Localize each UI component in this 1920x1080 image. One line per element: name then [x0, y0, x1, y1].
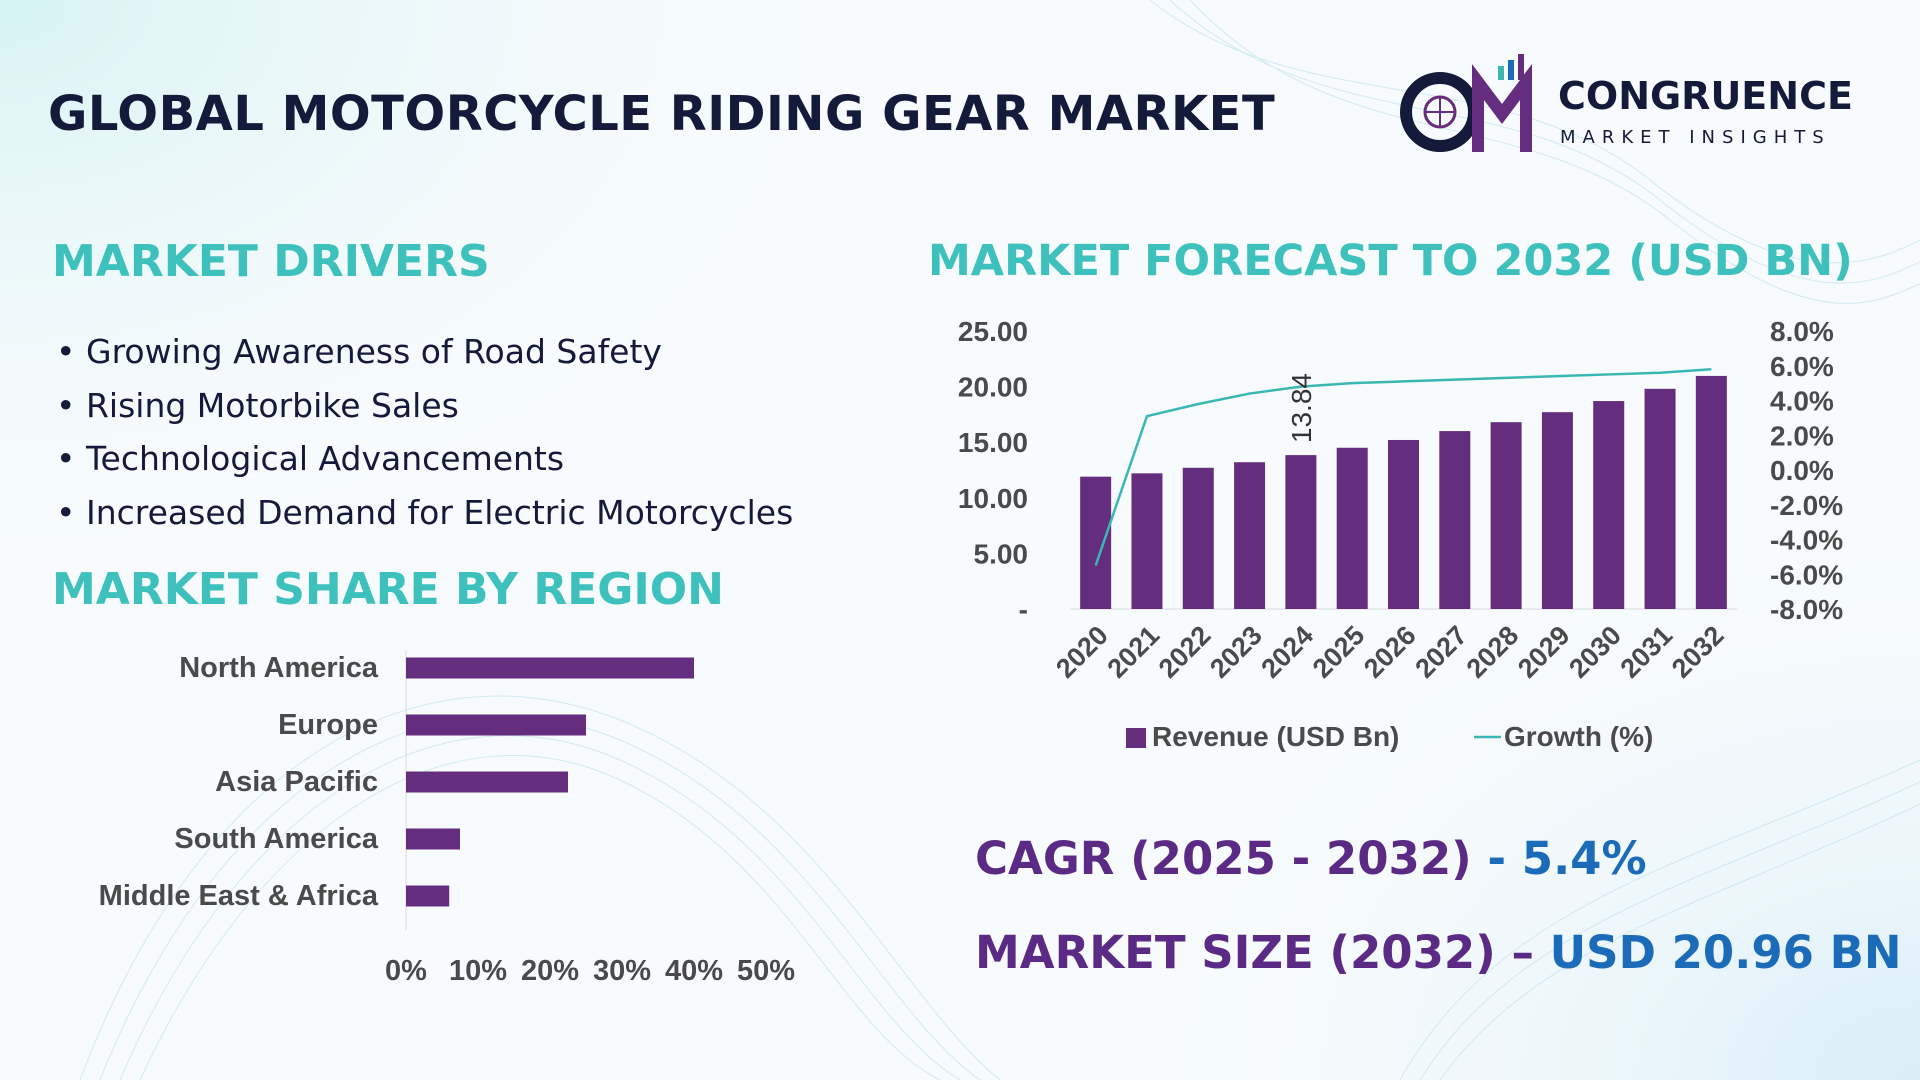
y-tick-label-right: 0.0%: [1770, 455, 1834, 486]
y-tick-label-right: -4.0%: [1770, 525, 1843, 556]
growth-line: [1094, 367, 1712, 566]
list-item: • Technological Advancements: [56, 437, 793, 491]
x-tick-label: 2021: [1102, 620, 1166, 684]
driver-text: Growing Awareness of Road Safety: [86, 332, 662, 371]
list-item: • Increased Demand for Electric Motorcycl…: [56, 491, 793, 545]
bullet-icon: •: [56, 332, 76, 371]
x-tick-label: 20%: [521, 955, 579, 987]
y-tick-label-right: 6.0%: [1770, 351, 1834, 382]
market-size-separator: –: [1495, 926, 1550, 979]
legend-swatch-revenue: [1126, 728, 1146, 748]
region-label: South America: [174, 823, 378, 855]
revenue-bar: [1080, 476, 1112, 609]
logo-initials: CM: [1398, 159, 1400, 161]
x-tick-label: 2030: [1563, 620, 1627, 684]
revenue-bar: [1593, 401, 1625, 609]
revenue-bar: [1644, 388, 1676, 609]
revenue-bar: [1234, 462, 1266, 609]
region-share-chart: North America Europe Asia Pacific South Ame…: [99, 650, 795, 987]
x-tick-label: 40%: [665, 955, 723, 987]
y-tick-label-left: -: [1019, 594, 1028, 625]
x-tick-label: 2032: [1666, 620, 1730, 684]
y-tick-label-right: -6.0%: [1770, 559, 1843, 590]
region-label: Europe: [278, 709, 378, 741]
driver-text: Technological Advancements: [86, 439, 565, 478]
region-bar: [406, 885, 450, 907]
revenue-bar: [1490, 422, 1522, 609]
y-tick-label-right: 2.0%: [1770, 420, 1834, 451]
drivers-list: • Growing Awareness of Road Safety • Risin…: [56, 330, 793, 544]
forecast-chart: - 5.00 10.00 15.00 20.00 25.00 -8.0% -6.0%-4.0%…: [958, 316, 1843, 752]
market-size-label: MARKET SIZE (2032): [975, 926, 1496, 979]
legend-label-growth: Growth (%): [1504, 721, 1653, 752]
market-size-value: USD 20.96 BN: [1549, 926, 1902, 979]
cagr-separator: -: [1471, 832, 1522, 885]
x-tick-label: 2031: [1615, 620, 1679, 684]
y-tick-label-left: 10.00: [958, 483, 1028, 514]
market-size-kpi: MARKET SIZE (2032) – USD 20.96 BN: [975, 926, 1902, 979]
x-tick-label: 2029: [1512, 620, 1576, 684]
region-title: MARKET SHARE BY REGION: [52, 564, 724, 615]
revenue-bar: [1388, 439, 1419, 609]
region-bar: [406, 828, 460, 850]
logo-mark-icon: CM: [1398, 54, 1532, 161]
x-tick-label: 0%: [385, 955, 427, 987]
cagr-value: 5.4%: [1521, 832, 1647, 885]
y-tick-label-left: 15.00: [958, 427, 1028, 458]
x-tick-label: 2023: [1204, 620, 1268, 684]
revenue-bar: [1285, 455, 1317, 609]
list-item: • Rising Motorbike Sales: [56, 384, 793, 438]
revenue-bar: [1336, 447, 1368, 609]
region-bar: [406, 657, 694, 679]
driver-text: Rising Motorbike Sales: [86, 385, 459, 425]
region-label: Middle East & Africa: [99, 880, 379, 912]
y-tick-label-right: 8.0%: [1770, 316, 1834, 347]
x-tick-label: 50%: [737, 955, 795, 987]
x-tick-label: 2025: [1307, 620, 1371, 684]
legend-label-revenue: Revenue (USD Bn): [1152, 721, 1399, 752]
logo-tagline: MARKET INSIGHTS: [1560, 127, 1831, 148]
region-label: North America: [179, 652, 379, 684]
cagr-kpi: CAGR (2025 - 2032) - 5.4%: [975, 832, 1647, 885]
y-tick-label-left: 5.00: [974, 538, 1029, 569]
x-tick-label: 2027: [1409, 620, 1473, 684]
bullet-icon: •: [56, 492, 76, 532]
driver-text: Increased Demand for Electric Motorcycle…: [86, 492, 794, 532]
region-bar: [406, 771, 568, 793]
company-logo: CM CONGRUENCE MARKET INSIGHTS: [1398, 52, 1898, 162]
bullet-icon: •: [56, 439, 76, 478]
y-tick-label-right: -8.0%: [1770, 594, 1843, 625]
revenue-bar: [1131, 473, 1163, 609]
drivers-title: MARKET DRIVERS: [52, 236, 490, 287]
x-tick-label: 2028: [1461, 620, 1525, 684]
revenue-bar: [1695, 375, 1727, 609]
logo-name: CONGRUENCE: [1558, 74, 1853, 118]
region-label: Asia Pacific: [215, 766, 378, 798]
x-tick-label: 10%: [449, 955, 507, 987]
y-tick-label-left: 25.00: [958, 316, 1028, 347]
region-bar: [406, 714, 586, 736]
x-tick-label: 30%: [593, 955, 651, 987]
data-label: 13.84: [1286, 373, 1317, 443]
y-tick-label-right: 4.0%: [1770, 386, 1834, 417]
cagr-label: CAGR (2025 - 2032): [975, 832, 1472, 885]
bullet-icon: •: [56, 385, 76, 425]
x-tick-label: 2024: [1255, 620, 1319, 684]
forecast-title: MARKET FORECAST TO 2032 (USD BN): [928, 236, 1853, 286]
page-title: GLOBAL MOTORCYCLE RIDING GEAR MARKET: [48, 86, 1276, 142]
revenue-bar: [1439, 431, 1471, 609]
list-item: • Growing Awareness of Road Safety: [56, 330, 793, 384]
x-tick-label: 2026: [1358, 620, 1422, 684]
y-tick-label-right: -2.0%: [1770, 490, 1843, 521]
revenue-bar: [1541, 412, 1573, 609]
y-tick-label-left: 20.00: [958, 372, 1028, 403]
x-tick-label: 2020: [1050, 620, 1114, 684]
revenue-bar: [1182, 467, 1214, 609]
x-tick-label: 2022: [1153, 620, 1217, 684]
